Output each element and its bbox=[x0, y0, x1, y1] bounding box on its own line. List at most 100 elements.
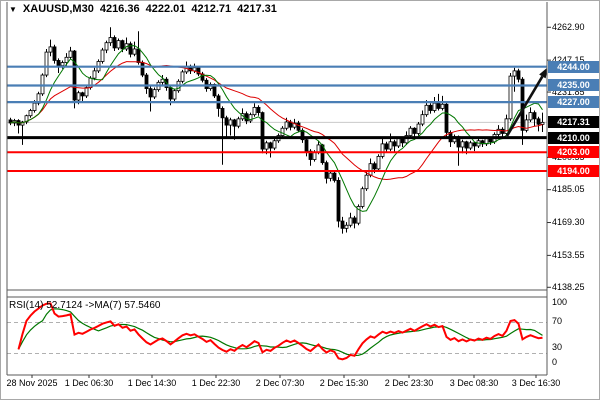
candle-down bbox=[56, 60, 61, 67]
candle-up bbox=[272, 140, 277, 149]
candle-down bbox=[472, 142, 477, 147]
candle-up bbox=[116, 40, 121, 49]
price-axis-label-4231.85: 4231.85 bbox=[552, 86, 585, 97]
candle-down bbox=[148, 88, 153, 98]
rsi-indicator-label: RSI(14) 52.7124 ->MA(7) 57.5460 bbox=[9, 300, 161, 311]
candle-down bbox=[80, 92, 85, 97]
candle-down bbox=[444, 103, 449, 133]
symbol-dropdown-icon[interactable]: ▼ bbox=[9, 4, 17, 14]
candle-up bbox=[512, 70, 517, 77]
ma-slow-red-line bbox=[10, 61, 543, 181]
candle-up bbox=[312, 151, 317, 160]
candle-up bbox=[292, 122, 297, 128]
candle-up bbox=[316, 144, 321, 153]
rsi-axis-label-100: 100 bbox=[552, 297, 568, 307]
candle-down bbox=[268, 142, 273, 149]
candle-down bbox=[412, 127, 417, 134]
time-axis-label: 1 Dec 22:30 bbox=[191, 378, 241, 388]
candle-up bbox=[228, 119, 233, 126]
candle-down bbox=[144, 74, 149, 90]
candle-up bbox=[344, 224, 349, 229]
candle-up bbox=[496, 128, 501, 135]
candle-up bbox=[84, 87, 89, 97]
candle-up bbox=[424, 104, 429, 116]
main-price-pane[interactable] bbox=[7, 27, 548, 234]
price-level-badge-4235.00[interactable]: 4235.00 bbox=[548, 79, 599, 92]
candle-up bbox=[408, 127, 413, 136]
price-level-badge-4210.00[interactable]: 4210.00 bbox=[548, 131, 599, 144]
candle-up bbox=[32, 102, 37, 111]
candle-up bbox=[504, 118, 509, 134]
candle-up bbox=[416, 123, 421, 134]
candle-up bbox=[364, 174, 369, 190]
candle-down bbox=[136, 48, 141, 63]
candle-down bbox=[536, 118, 541, 125]
candle-down bbox=[516, 70, 521, 80]
rsi-ma-line bbox=[17, 308, 543, 357]
candle-up bbox=[280, 127, 285, 136]
time-axis-label: 2 Dec 23:30 bbox=[384, 378, 434, 388]
time-axis-label: 1 Dec 14:30 bbox=[127, 378, 177, 388]
candle-up bbox=[172, 90, 177, 100]
candle-up bbox=[420, 114, 425, 125]
price-level-badge-4227.00[interactable]: 4227.00 bbox=[548, 96, 599, 109]
price-level-badge-4203.00[interactable]: 4203.00 bbox=[548, 146, 599, 159]
time-axis-label: 2 Dec 15:30 bbox=[319, 378, 369, 388]
candle-down bbox=[296, 122, 301, 131]
candle-down bbox=[304, 139, 309, 152]
candle-up bbox=[76, 92, 81, 101]
price-axis-label-4169.30: 4169.30 bbox=[552, 217, 585, 228]
candle-up bbox=[152, 89, 157, 98]
rsi-pane[interactable] bbox=[7, 302, 547, 361]
price-axis-label-4262.90: 4262.90 bbox=[552, 21, 585, 32]
price-axis-label-4153.55: 4153.55 bbox=[552, 249, 585, 260]
price-level-badge-4194.00[interactable]: 4194.00 bbox=[548, 165, 599, 177]
candle-down bbox=[120, 40, 125, 50]
rsi-axis-label-70: 70 bbox=[552, 316, 563, 326]
candle-up bbox=[376, 155, 381, 170]
candle-down bbox=[260, 112, 265, 150]
trend-arrow-line[interactable] bbox=[505, 75, 544, 137]
candle-up bbox=[508, 75, 513, 120]
candle-down bbox=[464, 141, 469, 149]
price-level-badge-4244.00[interactable]: 4244.00 bbox=[548, 60, 599, 73]
candle-up bbox=[368, 163, 373, 176]
price-axis-label-4247.15: 4247.15 bbox=[552, 54, 585, 65]
candle-down bbox=[400, 138, 405, 144]
candle-down bbox=[352, 217, 357, 224]
candle-down bbox=[220, 108, 225, 119]
ohlc-high: 4222.01 bbox=[145, 3, 186, 15]
candle-down bbox=[72, 50, 77, 101]
price-axis-label-4138.25: 4138.25 bbox=[552, 281, 585, 292]
candle-up bbox=[460, 141, 465, 148]
candle-up bbox=[60, 62, 65, 67]
candle-up bbox=[284, 121, 289, 129]
time-axis-label: 3 Dec 08:30 bbox=[449, 378, 499, 388]
candle-down bbox=[244, 113, 249, 122]
candle-up bbox=[48, 46, 53, 53]
candle-up bbox=[380, 143, 385, 157]
candle-up bbox=[388, 141, 393, 150]
candle-up bbox=[440, 103, 445, 109]
candle-up bbox=[20, 121, 25, 126]
candle-up bbox=[160, 78, 165, 83]
candle-up bbox=[64, 56, 69, 63]
candle-down bbox=[500, 128, 505, 134]
symbol-timeframe: XAUUSD,M30 bbox=[22, 3, 94, 15]
candle-down bbox=[112, 37, 117, 49]
candle-up bbox=[328, 172, 333, 179]
time-axis-label: 2 Dec 07:30 bbox=[255, 378, 305, 388]
candle-up bbox=[396, 138, 401, 147]
candle-up bbox=[104, 42, 109, 51]
ohlc-close: 4217.31 bbox=[237, 3, 277, 15]
candle-up bbox=[252, 106, 257, 116]
current-price-badge: 4217.31 bbox=[548, 116, 599, 129]
trend-arrow-head bbox=[539, 67, 547, 79]
candle-down bbox=[436, 102, 441, 109]
candle-down bbox=[488, 138, 493, 143]
candle-up bbox=[92, 70, 97, 79]
candle-down bbox=[532, 112, 537, 120]
candle-up bbox=[236, 118, 241, 127]
